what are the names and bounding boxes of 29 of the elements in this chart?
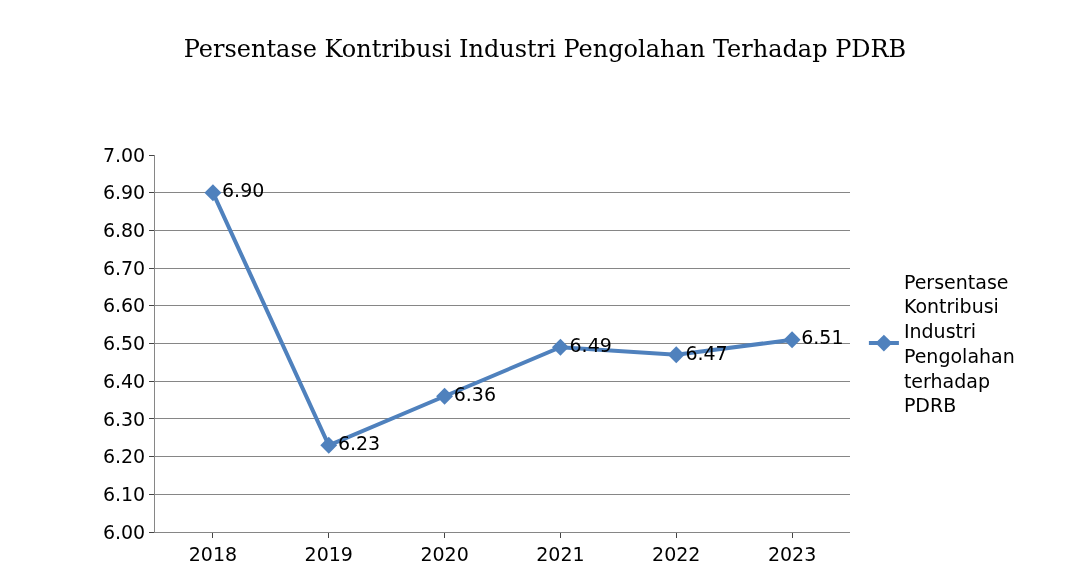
chart-title: Persentase Kontribusi Industri Pengolahan Terhadap PDRB	[183, 35, 907, 64]
point	[436, 387, 454, 405]
y-tick-label: 6.00	[102, 520, 146, 543]
y-tick-label: 6.40	[102, 369, 146, 392]
y-tick-label: 6.20	[102, 445, 146, 468]
x-tick-label: 2022	[652, 542, 701, 565]
point	[783, 331, 801, 349]
x-tick-label: 2018	[188, 542, 238, 565]
legend-label: Persentase Kontribusi Industri Pengolahan terhadap PDRB	[903, 270, 1015, 417]
x-tick-label: 2023	[767, 542, 817, 565]
data-label: 6.23	[337, 432, 381, 455]
y-tick-label: 6.10	[102, 482, 146, 505]
data-label: 6.90	[222, 179, 265, 202]
point	[320, 436, 338, 454]
x-tick-label: 2019	[304, 542, 353, 565]
x-tick-label: 2021	[536, 542, 585, 565]
y-tick-label: 6.80	[102, 219, 146, 242]
y-tick-label: 6.70	[102, 256, 146, 279]
point	[551, 338, 569, 356]
y-tick-label: 7.00	[102, 143, 146, 166]
x-tick-label: 2020	[420, 542, 469, 565]
point	[667, 346, 685, 364]
y-tick-label: 6.30	[102, 407, 146, 430]
data-label: 6.51	[801, 326, 844, 349]
y-tick-label: 6.90	[102, 181, 146, 204]
data-label: 6.36	[453, 383, 497, 406]
point	[204, 184, 222, 202]
y-tick-label: 6.50	[102, 332, 146, 355]
y-tick-label: 6.60	[102, 294, 146, 317]
